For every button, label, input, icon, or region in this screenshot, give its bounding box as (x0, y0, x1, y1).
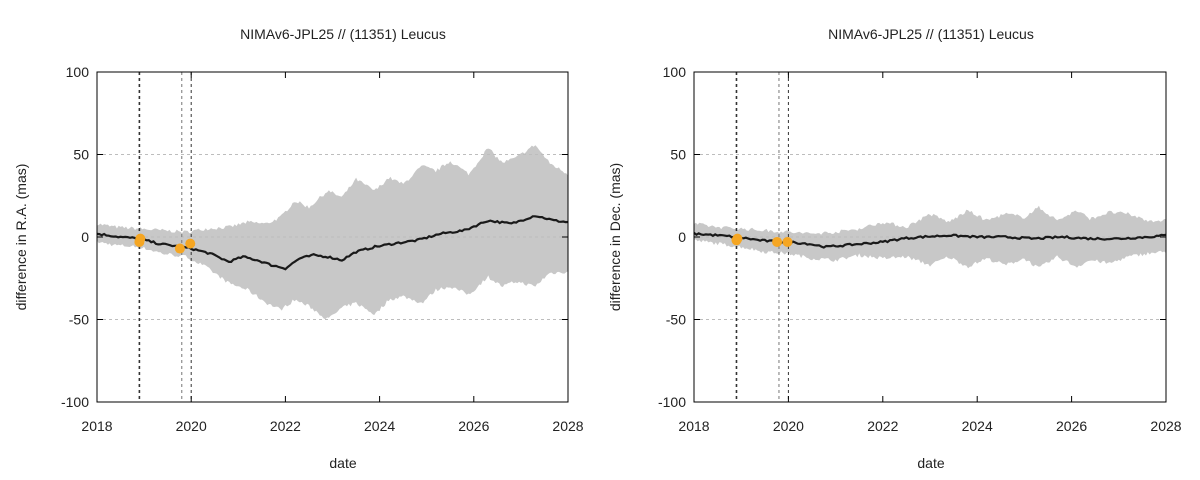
plot-area-ra: 2018 2020 2022 2024 2026 2028 -100 -50 0 50 100 (61, 64, 584, 434)
y-tick-label: -50 (69, 312, 89, 328)
y-tick-label: 50 (73, 147, 89, 163)
y-tick-label: 0 (678, 229, 686, 245)
x-tick-label: 2024 (962, 418, 993, 434)
y-tick-label: 100 (66, 64, 90, 80)
x-tick-label: 2026 (1056, 418, 1087, 434)
x-tick-label: 2024 (364, 418, 395, 434)
plot-area-dec: 2018 2020 2022 2024 2026 2028 -100 -50 0 50 100 (658, 64, 1182, 434)
y-tick-label: -50 (666, 312, 686, 328)
y-tick-label: 50 (670, 147, 686, 163)
y-tick-label: -100 (61, 394, 89, 410)
observation-point (772, 236, 783, 247)
mean-difference-line (96, 215, 569, 271)
observation-point (135, 233, 146, 244)
x-tick-label: 2028 (552, 418, 583, 434)
x-tick-label: 2020 (176, 418, 207, 434)
uncertainty-band (97, 145, 568, 320)
x-tick-label: 2018 (81, 418, 112, 434)
x-tick-label: 2022 (270, 418, 301, 434)
y-axis-label: difference in R.A. (mas) (13, 164, 29, 311)
x-axis-label: date (329, 455, 356, 471)
y-tick-label: -100 (658, 394, 686, 410)
observation-point (782, 236, 793, 247)
x-tick-label: 2028 (1150, 418, 1181, 434)
observation-point (185, 238, 196, 249)
chart-dec: NIMAv6-JPL25 // (11351) Leucus date diff… (607, 26, 1182, 471)
observation-point (174, 243, 185, 254)
chart-title: NIMAv6-JPL25 // (11351) Leucus (240, 26, 446, 42)
x-tick-label: 2018 (678, 418, 709, 434)
x-tick-label: 2022 (867, 418, 898, 434)
y-tick-label: 100 (663, 64, 687, 80)
y-tick-label: 0 (81, 229, 89, 245)
chart-ra: NIMAv6-JPL25 // (11351) Leucus date diff… (13, 26, 584, 471)
chart-title: NIMAv6-JPL25 // (11351) Leucus (828, 26, 1034, 42)
observation-point (732, 233, 743, 244)
x-tick-label: 2026 (458, 418, 489, 434)
x-axis-label: date (917, 455, 944, 471)
x-tick-label: 2020 (773, 418, 804, 434)
y-axis-label: difference in Dec. (mas) (607, 163, 623, 311)
